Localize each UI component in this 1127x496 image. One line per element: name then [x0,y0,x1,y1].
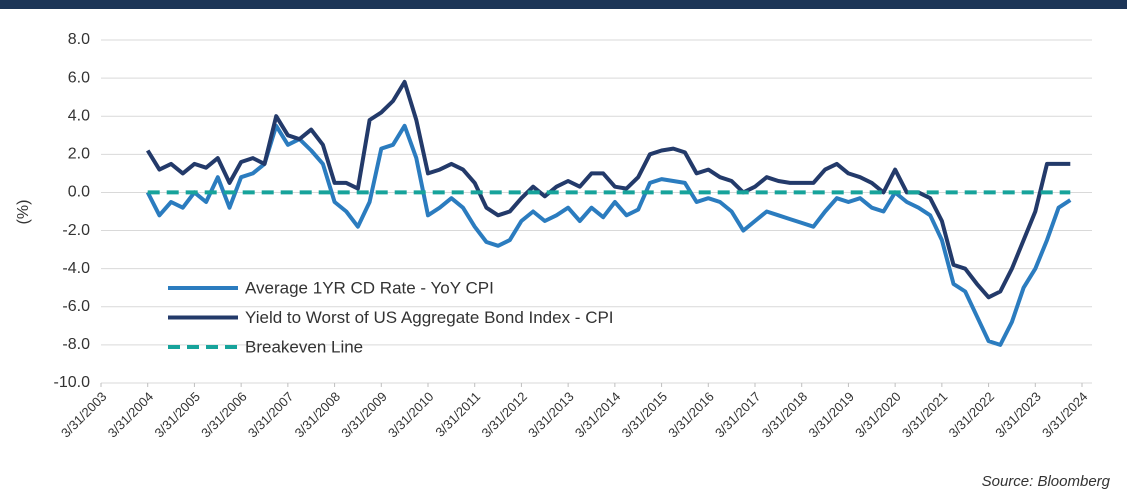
x-tick-label: 3/31/2017 [712,389,764,441]
x-tick-label: 3/31/2022 [946,389,998,441]
x-tick-label: 3/31/2003 [58,389,110,441]
series-line [145,79,1071,300]
x-tick-label: 3/31/2012 [478,389,530,441]
y-tick-label: 8.0 [68,31,90,48]
legend-label: Yield to Worst of US Aggregate Bond Inde… [245,308,614,327]
y-tick-label: -8.0 [62,336,90,353]
source: Source: Bloomberg [982,473,1111,490]
x-tick-label: 3/31/2021 [899,389,951,441]
x-tick-label: 3/31/2016 [665,389,717,441]
x-tick-label: 3/31/2004 [105,389,157,441]
y-tick-label: -4.0 [62,260,90,277]
x-tick-label: 3/31/2023 [992,389,1044,441]
x-tick-label: 3/31/2009 [338,389,390,441]
top-band [0,0,1127,9]
x-tick-label: 3/31/2018 [759,389,811,441]
x-tick-label: 3/31/2007 [245,389,297,441]
y-tick-label: -2.0 [62,222,90,239]
y-axis-label: (%) [15,200,32,225]
x-tick-label: 3/31/2011 [432,389,483,440]
y-tick-label: 0.0 [68,184,90,201]
y-tick-label: 6.0 [68,69,90,86]
legend-label: Breakeven Line [245,337,363,356]
series-line [145,123,1072,347]
y-tick-label: -6.0 [62,298,90,315]
y-tick-label: 2.0 [68,146,90,163]
x-tick-label: 3/31/2013 [525,389,577,441]
x-tick-label: 3/31/2015 [619,389,671,441]
x-tick-label: 3/31/2008 [292,389,344,441]
x-tick-label: 3/31/2019 [805,389,857,441]
y-tick-label: -10.0 [54,374,91,391]
x-tick-label: 3/31/2020 [852,389,904,441]
x-tick-label: 3/31/2014 [572,389,624,441]
legend-label: Average 1YR CD Rate - YoY CPI [245,278,494,297]
x-tick-label: 3/31/2024 [1039,389,1091,441]
y-tick-label: 4.0 [68,107,90,124]
x-tick-label: 3/31/2005 [151,389,203,441]
x-tick-label: 3/31/2010 [385,389,437,441]
x-tick-label: 3/31/2006 [198,389,250,441]
